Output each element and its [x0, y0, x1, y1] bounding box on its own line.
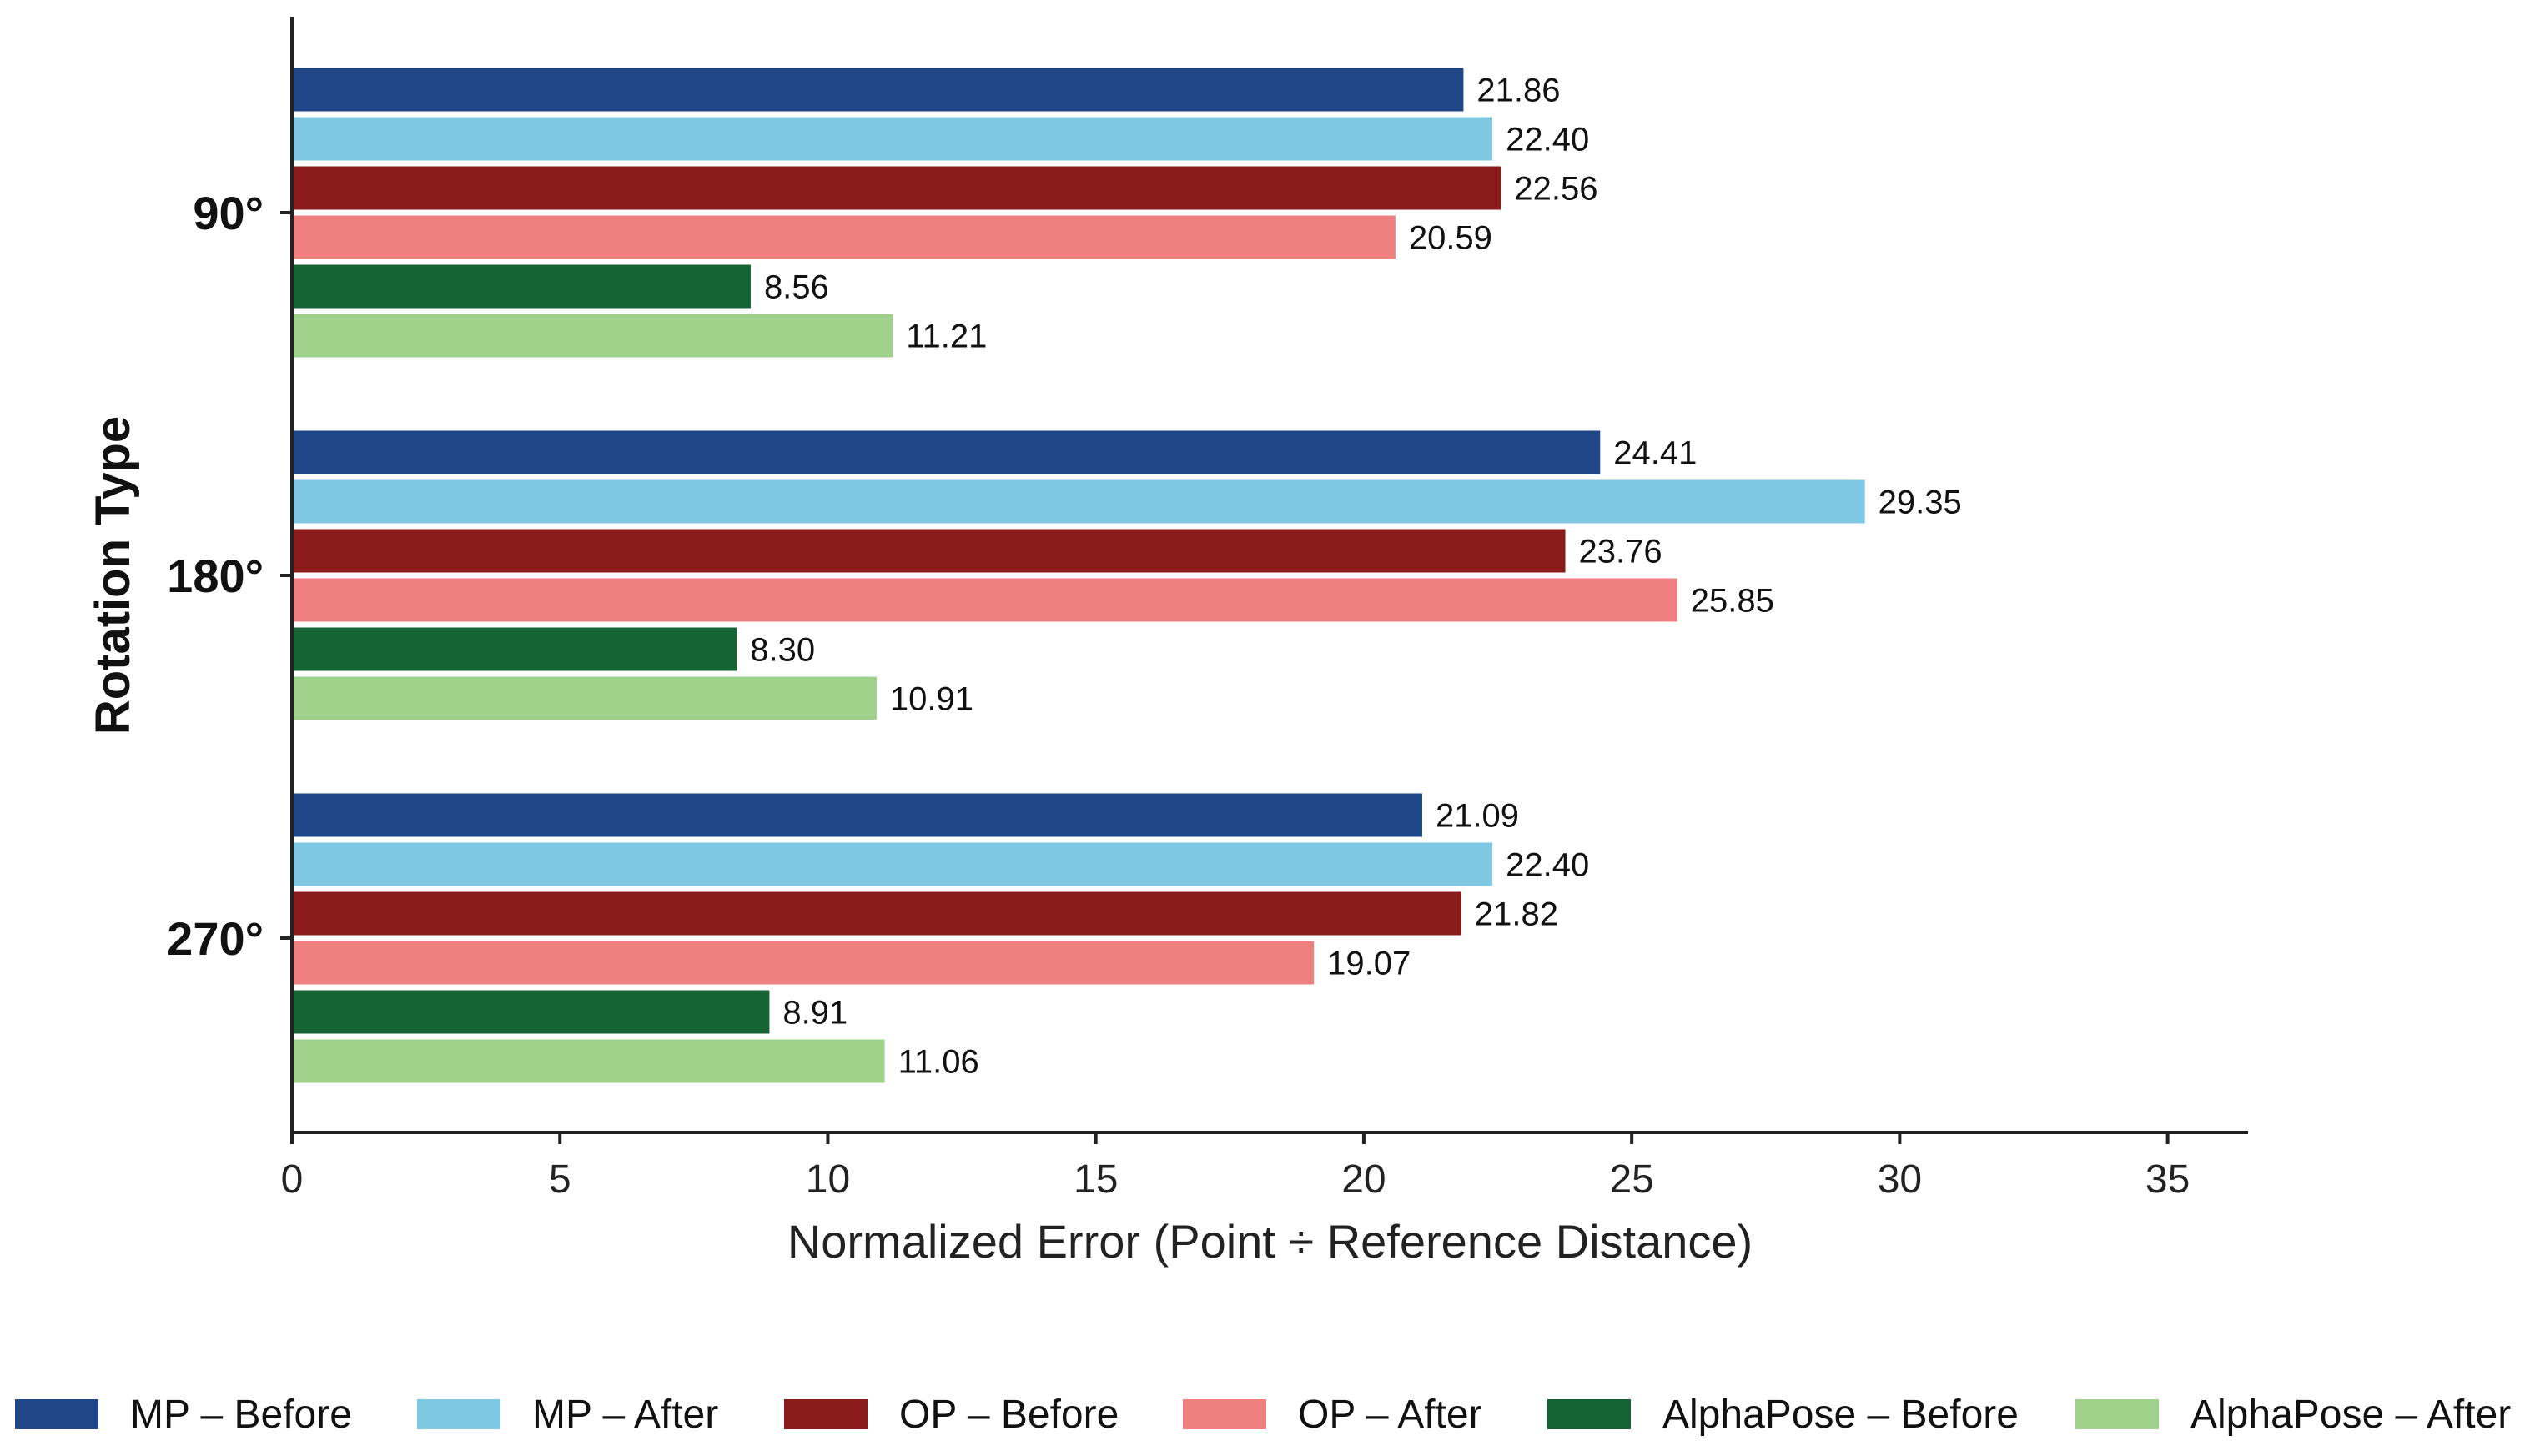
legend-label: OP – Before: [899, 1393, 1119, 1437]
bar: [292, 479, 1865, 524]
x-tick-label: 25: [1609, 1157, 1653, 1202]
data-label: 22.40: [1506, 847, 1589, 884]
y-tick-label: 270°: [167, 912, 264, 965]
x-tick-label: 15: [1074, 1157, 1118, 1202]
bar: [292, 529, 1566, 573]
data-label: 8.56: [764, 269, 829, 306]
bar: [292, 1039, 885, 1083]
legend-label: OP – After: [1298, 1393, 1482, 1437]
x-tick-label: 10: [806, 1157, 850, 1202]
bar: [292, 941, 1315, 985]
y-tick-label: 180°: [167, 550, 264, 602]
legend-label: AlphaPose – Before: [1662, 1393, 2019, 1437]
data-label: 29.35: [1879, 484, 1962, 521]
data-label: 20.59: [1409, 220, 1492, 257]
legend: MP – Before MP – After OP – Before OP – Aft…: [15, 1393, 2511, 1437]
bar: [292, 430, 1601, 474]
data-label: 10.91: [890, 681, 973, 718]
data-labels-layer: 21.86 22.40 22.56 20.59 8.56 11.21 24.41 29.35 2…: [750, 73, 1961, 1081]
data-label: 8.30: [750, 632, 815, 669]
bar: [292, 264, 751, 309]
x-axis-title: Normalized Error (Point ÷ Reference Dist…: [787, 1215, 1753, 1268]
bar: [292, 990, 770, 1034]
bar: [292, 166, 1501, 210]
data-label: 23.76: [1578, 534, 1662, 570]
data-label: 21.82: [1475, 896, 1558, 933]
legend-swatch: [417, 1399, 500, 1429]
legend-swatch: [784, 1399, 868, 1429]
y-axis-title: Rotation Type: [86, 416, 140, 735]
y-tick-label: 90°: [193, 187, 264, 239]
legend-swatch: [1547, 1399, 1631, 1429]
bar: [292, 314, 893, 358]
bar: [292, 676, 877, 720]
data-label: 8.91: [782, 995, 848, 1032]
legend-swatch: [2075, 1399, 2159, 1429]
data-label: 11.21: [906, 319, 987, 355]
legend-swatch: [1183, 1399, 1266, 1429]
data-label: 22.56: [1514, 171, 1597, 208]
legend-swatch: [15, 1399, 98, 1429]
data-label: 24.41: [1613, 435, 1697, 472]
x-tick-label: 35: [2145, 1157, 2190, 1202]
bar: [292, 842, 1493, 886]
bar: [292, 68, 1464, 112]
x-tick-label: 5: [549, 1157, 571, 1202]
bar: [292, 578, 1677, 622]
bar: [292, 117, 1493, 161]
x-tick-label: 0: [281, 1157, 304, 1202]
data-label: 19.07: [1327, 946, 1411, 982]
legend-label: AlphaPose – After: [2190, 1393, 2511, 1437]
x-tick-label: 20: [1341, 1157, 1386, 1202]
bars-layer: [292, 68, 1865, 1083]
data-label: 25.85: [1691, 583, 1774, 620]
data-label: 21.86: [1476, 73, 1560, 109]
data-label: 22.40: [1506, 122, 1589, 158]
bar: [292, 627, 737, 671]
bar: [292, 891, 1461, 936]
legend-label: MP – Before: [130, 1393, 352, 1437]
data-label: 11.06: [898, 1044, 979, 1081]
x-tick-label: 30: [1878, 1157, 1922, 1202]
bar: [292, 793, 1422, 837]
bar: [292, 215, 1396, 259]
legend-label: MP – After: [532, 1393, 718, 1437]
data-label: 21.09: [1436, 798, 1519, 835]
axes-layer: 0 5 10 15 20 25 30 35 90° 180° 270°: [167, 17, 2248, 1202]
